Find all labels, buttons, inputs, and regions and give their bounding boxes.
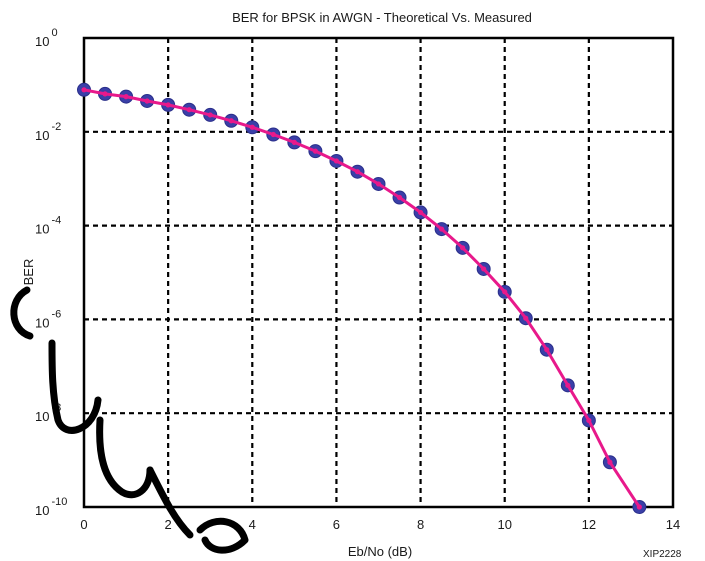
theoretical-point bbox=[270, 131, 276, 138]
y-tick-exponent: -2 bbox=[51, 121, 61, 133]
x-tick-label: 6 bbox=[333, 517, 340, 532]
theoretical-point bbox=[312, 148, 318, 154]
theoretical-point bbox=[375, 181, 382, 187]
theoretical-point bbox=[607, 459, 613, 465]
theoretical-point bbox=[481, 266, 487, 272]
grid bbox=[84, 38, 673, 507]
theoretical-point bbox=[249, 124, 255, 130]
y-tick-label: 10-10 bbox=[35, 496, 67, 518]
theoretical-point bbox=[396, 194, 403, 201]
x-tick-label: 4 bbox=[249, 517, 256, 532]
theoretical-point bbox=[417, 209, 424, 216]
y-tick-label: 10-2 bbox=[35, 121, 61, 143]
plot-frame bbox=[82, 36, 675, 509]
theoretical-point bbox=[544, 347, 550, 353]
watermark bbox=[10, 286, 249, 554]
y-axis-label: BER bbox=[21, 259, 36, 286]
theoretical-point bbox=[123, 94, 129, 100]
y-tick-label: 100 bbox=[35, 27, 58, 49]
theoretical-point bbox=[102, 91, 108, 97]
theoretical-point bbox=[228, 118, 234, 124]
theoretical-point bbox=[291, 139, 297, 145]
x-tick-label: 14 bbox=[666, 517, 680, 532]
theoretical-point bbox=[636, 504, 642, 510]
theoretical-point bbox=[502, 289, 508, 295]
y-tick-label: 10-4 bbox=[35, 215, 61, 237]
y-tick-label: 10-6 bbox=[35, 308, 61, 330]
theoretical-point bbox=[81, 87, 87, 93]
theoretical-point bbox=[439, 226, 445, 232]
x-tick-label: 12 bbox=[582, 517, 596, 532]
x-axis-label: Eb/No (dB) bbox=[348, 544, 412, 559]
theoretical-point bbox=[354, 169, 361, 175]
theoretical-point bbox=[460, 245, 466, 251]
series-layer bbox=[77, 82, 647, 514]
theoretical-point bbox=[565, 382, 571, 388]
theoretical-point bbox=[586, 417, 592, 424]
x-tick-label: 2 bbox=[165, 517, 172, 532]
theoretical-point bbox=[144, 98, 150, 104]
y-tick-exponent: -4 bbox=[51, 215, 61, 227]
y-tick-exponent: -6 bbox=[51, 308, 61, 320]
theoretical-point bbox=[333, 158, 340, 164]
theoretical-point bbox=[165, 102, 171, 108]
theoretical-point bbox=[207, 112, 213, 118]
x-tick-label: 8 bbox=[417, 517, 424, 532]
chart-title: BER for BPSK in AWGN - Theoretical Vs. M… bbox=[232, 10, 532, 25]
theoretical-point bbox=[523, 315, 529, 321]
y-tick-exponent: 0 bbox=[51, 27, 57, 39]
x-tick-labels: 0 2 4 6 8 10 12 14 bbox=[80, 517, 680, 532]
x-tick-label: 10 bbox=[497, 517, 511, 532]
theoretical-point bbox=[186, 107, 192, 113]
y-tick-exponent: -10 bbox=[51, 496, 67, 508]
figure-code: XIP2228 bbox=[643, 549, 682, 560]
x-tick-label: 0 bbox=[80, 517, 87, 532]
